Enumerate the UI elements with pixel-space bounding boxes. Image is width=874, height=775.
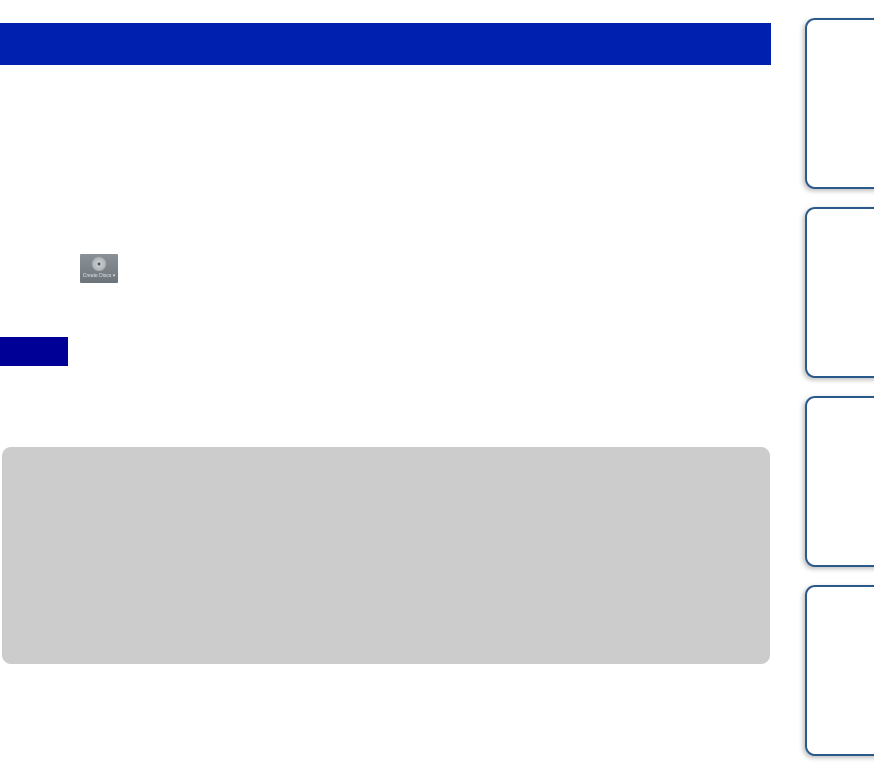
disc-icon — [92, 257, 106, 271]
note-badge — [0, 337, 68, 366]
create-discs-button: Create Discs ▾ — [80, 254, 118, 283]
side-tab-3[interactable] — [805, 396, 874, 567]
create-discs-label: Create Discs ▾ — [82, 273, 116, 279]
side-tab-4[interactable] — [805, 585, 874, 756]
title-bar — [0, 23, 771, 65]
side-tab-1[interactable] — [805, 18, 874, 189]
note-box — [2, 447, 770, 664]
side-tab-2[interactable] — [805, 207, 874, 378]
